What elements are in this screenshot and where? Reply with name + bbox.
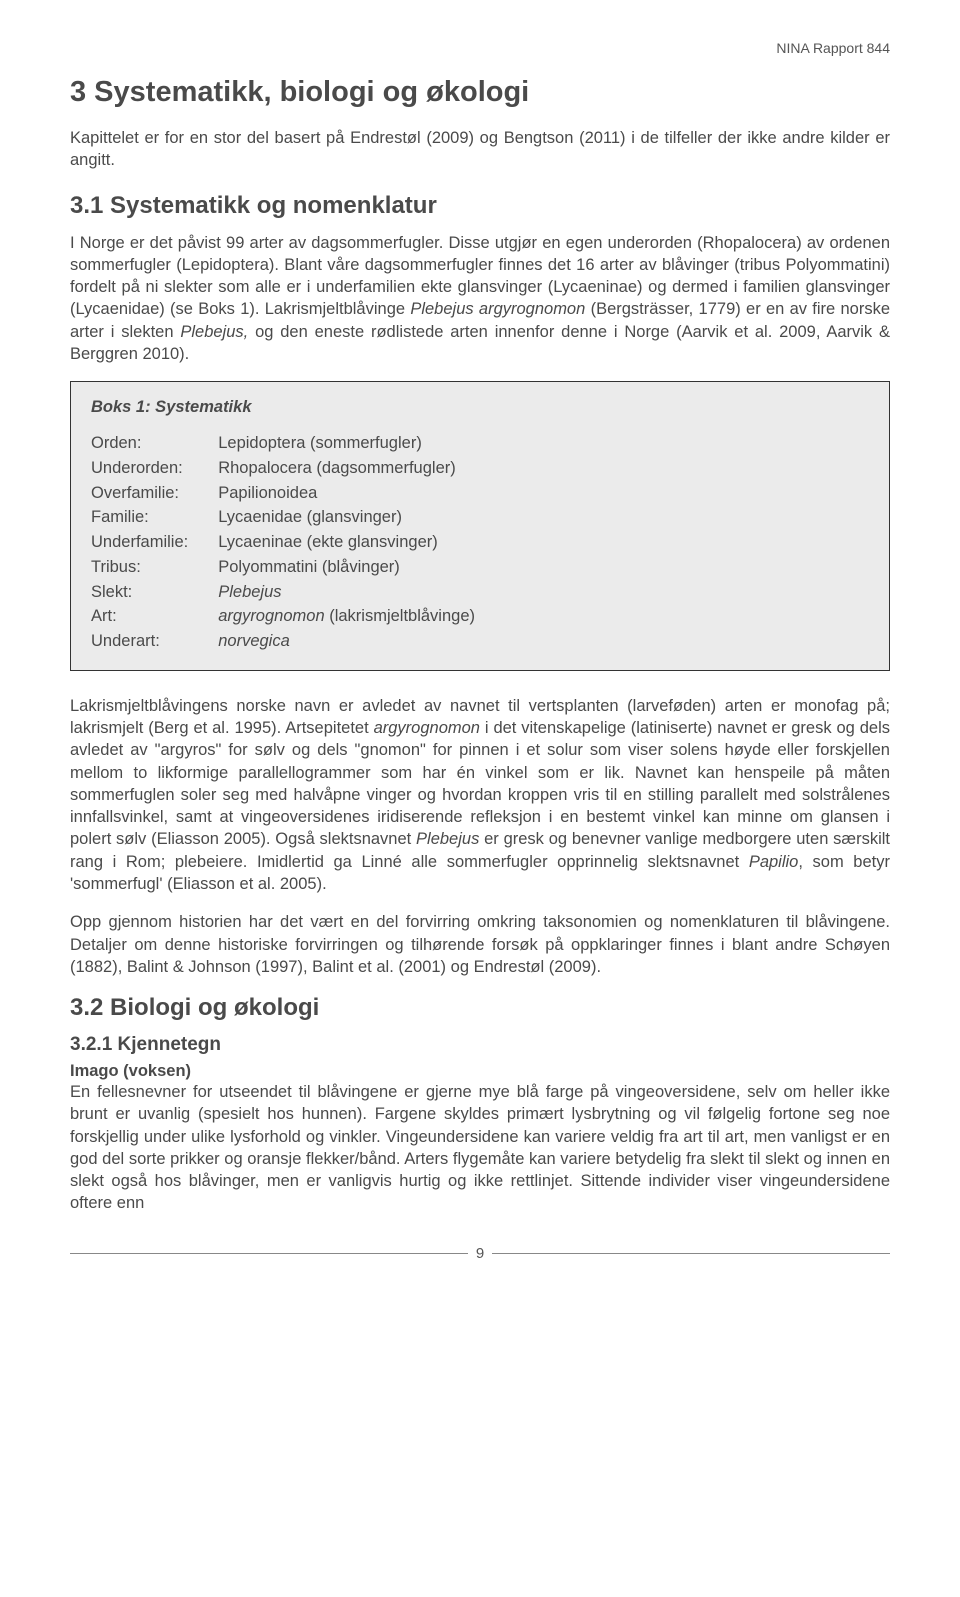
table-row: Slekt: Plebejus (91, 580, 475, 605)
section-3-heading: 3 Systematikk, biologi og økologi (70, 76, 890, 109)
genus-italic: Plebejus (416, 830, 479, 848)
tax-val-slekt: Plebejus (218, 580, 475, 605)
tax-key-slekt: Slekt: (91, 580, 218, 605)
page-footer: 9 (70, 1245, 890, 1262)
section-3-2-heading: 3.2 Biologi og økologi (70, 994, 890, 1022)
tax-key-orden: Orden: (91, 431, 218, 456)
epithet-italic: argyrognomon (374, 719, 480, 737)
page-container: NINA Rapport 844 3 Systematikk, biologi … (0, 0, 960, 1292)
tax-key-tribus: Tribus: (91, 555, 218, 580)
tax-val-art: argyrognomon (lakrismjeltblåvinge) (218, 604, 475, 629)
table-row: Art: argyrognomon (lakrismjeltblåvinge) (91, 604, 475, 629)
tax-val-overfamilie: Papilionoidea (218, 481, 475, 506)
taxonomy-table: Orden: Lepidoptera (sommerfugler) Undero… (91, 431, 475, 654)
section-3-1-heading: 3.1 Systematikk og nomenklatur (70, 192, 890, 220)
tax-key-familie: Familie: (91, 505, 218, 530)
tax-art-plain: (lakrismjeltblåvinge) (325, 607, 475, 625)
box-1-title: Boks 1: Systematikk (91, 398, 869, 417)
page-number: 9 (476, 1245, 484, 1262)
para-systematikk: I Norge er det påvist 99 arter av dagsom… (70, 232, 890, 366)
tax-val-tribus: Polyommatini (blåvinger) (218, 555, 475, 580)
table-row: Underart: norvegica (91, 629, 475, 654)
tax-val-familie: Lycaenidae (glansvinger) (218, 505, 475, 530)
para-imago: En fellesnevner for utseendet til blåvin… (70, 1081, 890, 1215)
footer-rule (492, 1253, 890, 1254)
tax-val-underfamilie: Lycaeninae (ekte glansvinger) (218, 530, 475, 555)
table-row: Underfamilie: Lycaeninae (ekte glansving… (91, 530, 475, 555)
table-row: Tribus: Polyommatini (blåvinger) (91, 555, 475, 580)
report-header-label: NINA Rapport 844 (70, 40, 890, 56)
genus-name: Plebejus, (180, 323, 248, 341)
species-name: Plebejus argyrognomon (410, 300, 585, 318)
subheading-imago: Imago (voksen) (70, 1062, 890, 1081)
section-3-intro: Kapittelet er for en stor del basert på … (70, 127, 890, 172)
tax-key-art: Art: (91, 604, 218, 629)
tax-key-underart: Underart: (91, 629, 218, 654)
table-row: Orden: Lepidoptera (sommerfugler) (91, 431, 475, 456)
para-history: Opp gjennom historien har det vært en de… (70, 911, 890, 978)
tax-val-underart: norvegica (218, 629, 475, 654)
tax-key-overfamilie: Overfamilie: (91, 481, 218, 506)
tax-key-underorden: Underorden: (91, 456, 218, 481)
tax-art-italic: argyrognomon (218, 607, 324, 625)
genus-italic: Papilio (749, 853, 799, 871)
table-row: Underorden: Rhopalocera (dagsommerfugler… (91, 456, 475, 481)
tax-val-orden: Lepidoptera (sommerfugler) (218, 431, 475, 456)
tax-key-underfamilie: Underfamilie: (91, 530, 218, 555)
para-etymology: Lakrismjeltblåvingens norske navn er avl… (70, 695, 890, 895)
footer-rule (70, 1253, 468, 1254)
box-1-systematikk: Boks 1: Systematikk Orden: Lepidoptera (… (70, 381, 890, 671)
section-3-2-1-heading: 3.2.1 Kjennetegn (70, 1034, 890, 1056)
tax-val-underorden: Rhopalocera (dagsommerfugler) (218, 456, 475, 481)
table-row: Familie: Lycaenidae (glansvinger) (91, 505, 475, 530)
table-row: Overfamilie: Papilionoidea (91, 481, 475, 506)
